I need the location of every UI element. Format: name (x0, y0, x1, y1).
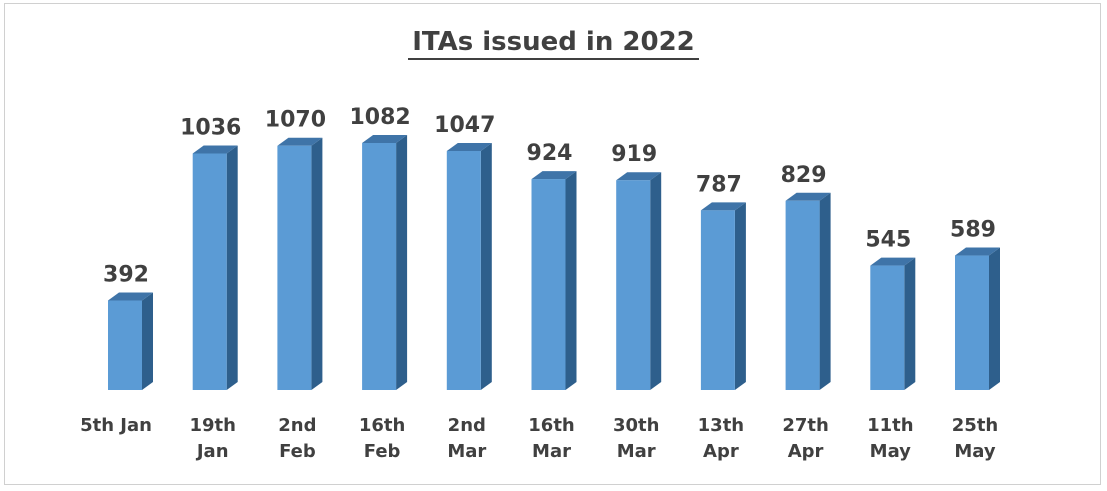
bar-top (192, 145, 238, 154)
data-label: 1070 (265, 108, 326, 133)
bar-top (616, 172, 662, 181)
bar-side (396, 135, 408, 390)
category-label: 16th Feb (359, 415, 405, 462)
bar-top (700, 202, 746, 211)
bar-side (480, 142, 492, 390)
bar (870, 265, 905, 390)
bar-top (108, 292, 153, 301)
bar (192, 153, 227, 390)
category-label-line: 19th (189, 415, 235, 436)
bar (785, 200, 820, 390)
bar-top (446, 142, 492, 151)
data-label: 1036 (180, 116, 241, 141)
category-label-line: Feb (364, 441, 401, 462)
category-label: 19th Jan (189, 415, 235, 462)
bar (955, 255, 989, 390)
category-label-line: 13th (698, 415, 744, 436)
bar-top (362, 135, 408, 143)
bar (700, 210, 735, 390)
data-label: 589 (950, 218, 996, 243)
bar-group: 919 30th Mar (611, 142, 662, 462)
category-label: 16th Mar (528, 415, 574, 462)
bar-group: 787 13th Apr (696, 172, 746, 462)
bar-group: 392 5th Jan (80, 263, 153, 436)
category-label: 5th Jan (80, 415, 152, 436)
bar-side (226, 145, 238, 390)
category-label-line: May (954, 441, 996, 462)
data-label: 1082 (349, 105, 410, 130)
data-label: 545 (865, 228, 911, 253)
bar (446, 150, 481, 390)
bar-side (650, 172, 662, 390)
category-label: 13th Apr (698, 415, 744, 462)
bar-side (734, 202, 746, 390)
category-label-line: Mar (447, 441, 486, 462)
bar (362, 143, 397, 390)
data-label: 392 (103, 263, 149, 288)
bar-group: 589 25th May (950, 218, 1000, 462)
category-label-line: 2nd (448, 415, 486, 436)
category-label: 30th Mar (613, 415, 659, 462)
bar-group: 1082 16th Feb (349, 105, 410, 462)
data-label: 1047 (434, 113, 495, 138)
bar-top (277, 137, 323, 146)
data-label: 919 (611, 142, 657, 167)
category-label-line: 27th (782, 415, 828, 436)
category-label-line: 16th (359, 415, 405, 436)
bar-top (531, 171, 577, 180)
category-label-line: 5th Jan (80, 415, 152, 436)
category-label: 2nd Feb (278, 415, 316, 462)
bar-side (989, 247, 1000, 390)
data-label: 924 (527, 141, 573, 166)
category-label-line: 16th (528, 415, 574, 436)
category-label: 11th May (867, 415, 913, 462)
bar-group: 924 16th Mar (527, 141, 577, 462)
category-label-line: 2nd (278, 415, 316, 436)
bar-top (955, 247, 1000, 256)
category-label-line: 25th (952, 415, 998, 436)
category-label-line: Mar (532, 441, 571, 462)
category-label: 2nd Mar (447, 415, 486, 462)
bar (108, 300, 142, 390)
data-label: 829 (781, 163, 827, 188)
bar-side (311, 137, 323, 390)
bar-group: 1036 19th Jan (180, 116, 241, 462)
bar-top (870, 257, 916, 266)
bar-group: 829 27th Apr (781, 163, 831, 462)
category-label-line: 30th (613, 415, 659, 436)
bar-group: 1047 2nd Mar (434, 113, 495, 462)
category-label-line: Mar (617, 441, 656, 462)
category-label: 25th May (952, 415, 998, 462)
category-label-line: Feb (279, 441, 316, 462)
category-label-line: May (870, 441, 912, 462)
chart-title-container: ITAs issued in 2022 (0, 27, 1107, 60)
bar-side (565, 171, 577, 390)
bar-top (785, 192, 831, 201)
category-label: 27th Apr (782, 415, 828, 462)
chart-title: ITAs issued in 2022 (408, 27, 699, 60)
bar-group: 545 11th May (865, 228, 916, 462)
bar (277, 145, 312, 390)
category-label-line: Apr (788, 441, 824, 462)
category-label-line: Apr (703, 441, 739, 462)
category-label-line: Jan (195, 441, 229, 462)
bar (616, 180, 651, 390)
bar-side (819, 192, 831, 390)
bar-side (142, 292, 153, 390)
bar-group: 1070 2nd Feb (265, 108, 326, 462)
bar-side (904, 257, 916, 390)
bar (531, 179, 566, 390)
data-label: 787 (696, 172, 742, 197)
category-label-line: 11th (867, 415, 913, 436)
